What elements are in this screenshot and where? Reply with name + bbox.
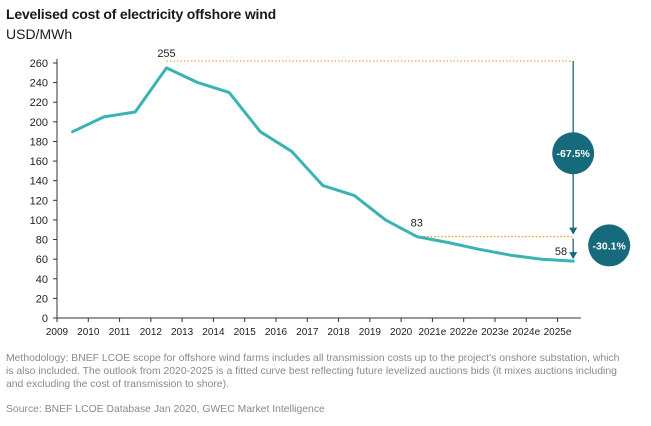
methodology-note: Methodology: BNEF LCOE scope for offshor… <box>6 353 620 390</box>
y-tick-label: 140 <box>30 176 48 188</box>
change-badge <box>588 224 631 267</box>
x-tick-label: 2010 <box>77 327 100 338</box>
lcoe-line-chart: 0 20 40 60 80 100 120 140 160 180 200 220 240 260 200… <box>30 48 631 338</box>
x-tick-label: 2022e <box>450 327 478 338</box>
x-tick-label: 2019 <box>359 327 382 338</box>
y-tick-label: 80 <box>36 235 48 247</box>
x-tick-label: 2016 <box>265 327 288 338</box>
data-label: 255 <box>157 48 175 60</box>
x-tick-label: 2025e <box>544 327 572 338</box>
y-axis-unit-label: USD/MWh <box>6 26 73 42</box>
change-badge <box>552 132 595 175</box>
reference-lines <box>166 60 574 238</box>
x-tick-label: 2024e <box>512 327 540 338</box>
x-tick-label: 2013 <box>171 327 194 338</box>
y-tick-label: 60 <box>36 254 48 266</box>
x-tick-label: 2012 <box>140 327 163 338</box>
x-tick-label: 2015 <box>234 327 257 338</box>
y-tick-label: 260 <box>30 58 48 70</box>
x-axis: 2009 2010 2011 2012 2013 2014 2015 2016 2017 2018… <box>46 317 581 338</box>
x-tick-label: 2009 <box>46 327 69 338</box>
data-label: 83 <box>411 218 423 230</box>
x-tick-label: 2020 <box>390 327 413 338</box>
x-tick-label: 2014 <box>202 327 225 338</box>
y-tick-label: 240 <box>30 78 48 90</box>
y-tick-label: 160 <box>30 156 48 168</box>
y-tick-label: 120 <box>30 195 48 207</box>
change-badge-label: -67.5% <box>557 148 591 160</box>
data-label: 58 <box>555 246 567 258</box>
change-arrow-head <box>569 252 578 260</box>
y-tick-label: 40 <box>36 274 48 286</box>
y-tick-label: 20 <box>36 293 48 305</box>
change-badge-label: -30.1% <box>593 240 627 252</box>
x-tick-label: 2011 <box>109 327 131 338</box>
change-arrow-head <box>569 227 578 235</box>
y-tick-label: 180 <box>30 136 48 148</box>
x-tick-label: 2023e <box>481 327 509 338</box>
y-axis: 0 20 40 60 80 100 120 140 160 180 200 220 240 260 <box>30 58 58 325</box>
x-tick-label: 2017 <box>296 327 319 338</box>
y-tick-label: 100 <box>30 215 48 227</box>
series-line <box>71 66 575 263</box>
source-note: Source: BNEF LCOE Database Jan 2020, GWE… <box>6 404 325 415</box>
y-tick-label: 220 <box>30 97 48 109</box>
point-labels: 255 83 58 <box>157 48 567 258</box>
y-tick-label: 200 <box>30 117 48 129</box>
change-markers: -67.5% -30.1% <box>552 61 631 267</box>
x-tick-label: 2018 <box>327 327 350 338</box>
chart-title: Levelised cost of electricity offshore w… <box>6 6 276 22</box>
x-tick-label: 2021e <box>418 327 446 338</box>
series-layer <box>71 66 575 263</box>
y-tick-label: 0 <box>42 313 48 325</box>
